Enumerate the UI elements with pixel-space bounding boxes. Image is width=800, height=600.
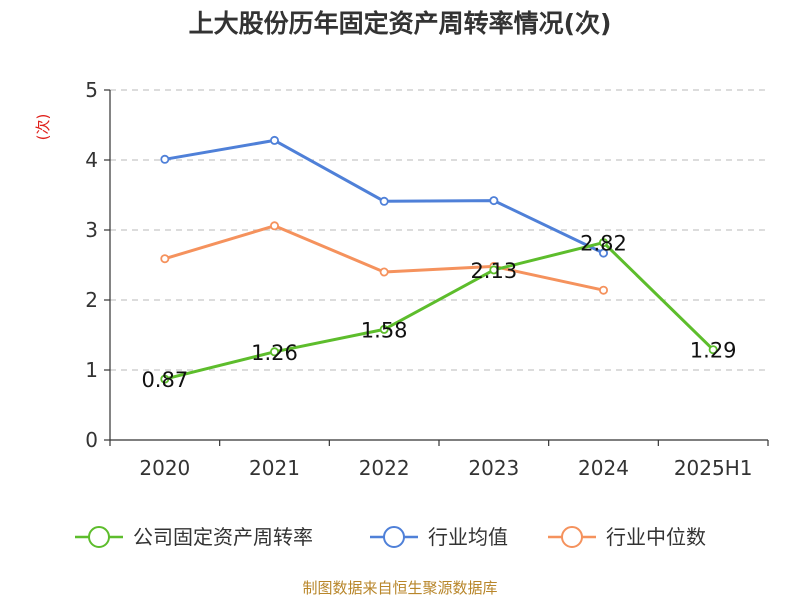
x-tick-label: 2022 (359, 456, 410, 480)
grid-lines (110, 89, 768, 371)
data-point-1 (489, 196, 499, 206)
data-label: 2.82 (580, 232, 627, 256)
x-tick-label: 2023 (468, 456, 519, 480)
data-point-1 (160, 154, 170, 164)
data-point-0 (160, 374, 170, 384)
chart-title: 上大股份历年固定资产周转率情况(次) (189, 9, 612, 38)
x-tick-label: 2025H1 (674, 456, 753, 480)
data-point-2 (269, 221, 279, 231)
y-tick-label: 1 (85, 358, 98, 382)
data-label: 0.87 (141, 368, 188, 392)
legend: 公司固定资产周转率 行业均值 行业中位数 (75, 525, 706, 549)
data-point-0 (708, 345, 718, 355)
data-point-0 (269, 347, 279, 357)
legend-marker (88, 526, 110, 548)
y-tick-label: 5 (85, 78, 98, 102)
series-line-1 (164, 138, 605, 255)
data-label: 2.13 (470, 259, 517, 283)
x-tick-label: 2024 (578, 456, 629, 480)
data-point-1 (379, 196, 389, 206)
data-point-1 (269, 135, 279, 145)
axes: 0 1 2 3 4 5 2020 2021 2022 2023 2024 2025H1 (85, 78, 769, 480)
legend-marker (383, 526, 405, 548)
data-label: 1.29 (690, 339, 737, 363)
legend-label: 行业中位数 (606, 525, 706, 549)
y-tick-label: 2 (85, 288, 98, 312)
data-source-note: 制图数据来自恒生聚源数据库 (302, 579, 497, 597)
data-label: 1.26 (251, 341, 298, 365)
y-tick-label: 0 (85, 428, 98, 452)
data-point-0 (599, 238, 609, 248)
series-line-0 (164, 241, 715, 381)
legend-label: 行业均值 (428, 525, 508, 549)
legend-marker (561, 526, 583, 548)
data-point-1 (599, 248, 609, 258)
data-point-0 (379, 324, 389, 334)
y-tick-label: 3 (85, 218, 98, 242)
x-tick-label: 2020 (139, 456, 190, 480)
legend-label: 公司固定资产周转率 (133, 525, 313, 549)
series-layer (160, 135, 718, 384)
data-point-2 (160, 254, 170, 264)
y-axis-label: (次) (34, 114, 52, 141)
data-point-0 (489, 265, 499, 275)
y-tick-label: 4 (85, 148, 98, 172)
data-point-2 (599, 285, 609, 295)
x-tick-label: 2021 (249, 456, 300, 480)
data-label: 1.58 (361, 318, 408, 342)
data-labels: 0.87 1.26 1.58 2.13 2.82 1.29 (141, 232, 736, 393)
data-point-2 (379, 267, 389, 277)
